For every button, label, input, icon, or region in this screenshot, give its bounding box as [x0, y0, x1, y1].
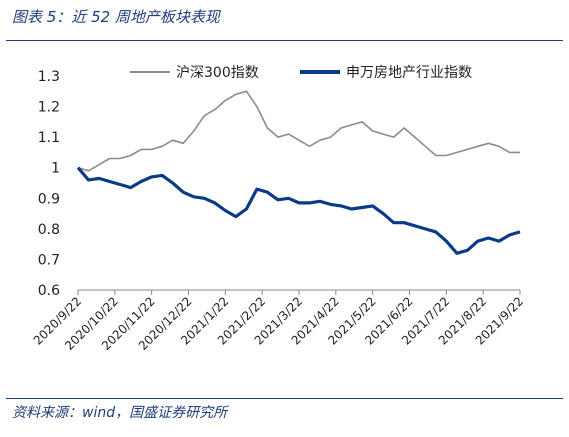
- y-tick-label: 0.7: [38, 252, 60, 268]
- y-tick-label: 1: [51, 161, 60, 177]
- x-axis: 2020/9/222020/10/222020/11/222020/12/222…: [31, 289, 526, 353]
- top-rule: [6, 40, 563, 41]
- y-tick-label: 1.1: [38, 130, 60, 146]
- legend: 沪深300指数 申万房地产行业指数: [130, 65, 472, 81]
- bottom-rule: [6, 398, 563, 399]
- legend-label: 沪深300指数: [176, 65, 259, 81]
- legend-label: 申万房地产行业指数: [346, 65, 472, 81]
- figure-caption: 图表 5：近 52 周地产板块表现: [12, 8, 220, 26]
- source-note: 资料来源：wind，国盛证券研究所: [12, 405, 228, 421]
- series-lines: [76, 90, 521, 255]
- series-line-csi300: [77, 90, 520, 172]
- line-chart: 1.3 1.2 1.1 1 0.9 0.8 0.7 0.6 2020/9/222020/10/…: [31, 65, 526, 353]
- y-axis: 1.3 1.2 1.1 1 0.9 0.8 0.7 0.6: [38, 69, 60, 299]
- series-line-realestate: [76, 166, 521, 255]
- y-tick-label: 1.2: [38, 100, 60, 116]
- y-tick-label: 1.3: [38, 69, 60, 85]
- y-tick-label: 0.9: [38, 191, 60, 207]
- y-tick-label: 0.6: [38, 283, 60, 299]
- y-tick-label: 0.8: [38, 222, 60, 238]
